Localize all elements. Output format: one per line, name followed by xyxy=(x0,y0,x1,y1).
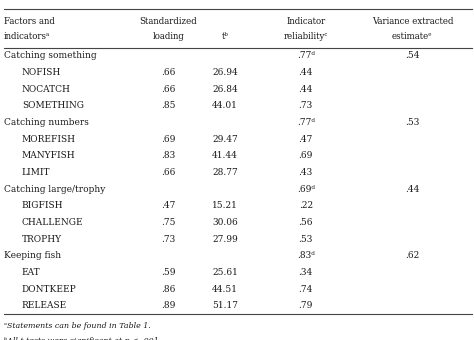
Text: loading: loading xyxy=(152,32,184,41)
Text: DONTKEEP: DONTKEEP xyxy=(22,285,77,294)
Text: .66: .66 xyxy=(161,85,175,94)
Text: .69: .69 xyxy=(299,151,313,160)
Text: Factors and: Factors and xyxy=(4,17,55,26)
Text: SOMETHING: SOMETHING xyxy=(22,101,84,110)
Text: .53: .53 xyxy=(299,235,313,244)
Text: .69ᵈ: .69ᵈ xyxy=(297,185,315,194)
Text: .43: .43 xyxy=(299,168,313,177)
Text: .44: .44 xyxy=(299,68,313,77)
Text: Standardized: Standardized xyxy=(139,17,197,26)
Text: NOCATCH: NOCATCH xyxy=(22,85,71,94)
Text: .75: .75 xyxy=(161,218,175,227)
Text: 44.51: 44.51 xyxy=(212,285,238,294)
Text: Catching large/trophy: Catching large/trophy xyxy=(4,185,105,194)
Text: .89: .89 xyxy=(161,301,175,310)
Text: MOREFISH: MOREFISH xyxy=(22,135,76,144)
Text: estimateᵉ: estimateᵉ xyxy=(392,32,433,41)
Text: 44.01: 44.01 xyxy=(212,101,238,110)
Text: MANYFISH: MANYFISH xyxy=(22,151,75,160)
Text: .44: .44 xyxy=(405,185,419,194)
Text: .47: .47 xyxy=(299,135,313,144)
Text: 51.17: 51.17 xyxy=(212,301,238,310)
Text: NOFISH: NOFISH xyxy=(22,68,61,77)
Text: 15.21: 15.21 xyxy=(212,201,238,210)
Text: .79: .79 xyxy=(299,301,313,310)
Text: .56: .56 xyxy=(299,218,313,227)
Text: .66: .66 xyxy=(161,68,175,77)
Text: indicatorsᵃ: indicatorsᵃ xyxy=(4,32,50,41)
Text: .22: .22 xyxy=(299,201,313,210)
Text: 26.84: 26.84 xyxy=(212,85,238,94)
Text: reliabilityᶜ: reliabilityᶜ xyxy=(283,32,328,41)
Text: Indicator: Indicator xyxy=(286,17,325,26)
Text: .53: .53 xyxy=(405,118,419,127)
Text: 41.44: 41.44 xyxy=(212,151,238,160)
Text: .62: .62 xyxy=(405,251,419,260)
Text: BIGFISH: BIGFISH xyxy=(22,201,64,210)
Text: .59: .59 xyxy=(161,268,175,277)
Text: 26.94: 26.94 xyxy=(212,68,238,77)
Text: .83ᵈ: .83ᵈ xyxy=(297,251,315,260)
Text: Catching something: Catching something xyxy=(4,51,96,61)
Text: tᵇ: tᵇ xyxy=(222,32,228,41)
Text: .74: .74 xyxy=(299,285,313,294)
Text: .73: .73 xyxy=(161,235,175,244)
Text: ᵃStatements can be found in Table 1.: ᵃStatements can be found in Table 1. xyxy=(4,322,151,330)
Text: RELEASE: RELEASE xyxy=(22,301,67,310)
Text: CHALLENGE: CHALLENGE xyxy=(22,218,83,227)
Text: 28.77: 28.77 xyxy=(212,168,238,177)
Text: Keeping fish: Keeping fish xyxy=(4,251,61,260)
Text: .44: .44 xyxy=(299,85,313,94)
Text: .69: .69 xyxy=(161,135,175,144)
Text: .54: .54 xyxy=(405,51,419,61)
Text: .86: .86 xyxy=(161,285,175,294)
Text: TROPHY: TROPHY xyxy=(22,235,62,244)
Text: 29.47: 29.47 xyxy=(212,135,238,144)
Text: .85: .85 xyxy=(161,101,175,110)
Text: 30.06: 30.06 xyxy=(212,218,238,227)
Text: .34: .34 xyxy=(299,268,313,277)
Text: .77ᵈ: .77ᵈ xyxy=(297,118,315,127)
Text: .47: .47 xyxy=(161,201,175,210)
Text: Variance extracted: Variance extracted xyxy=(372,17,453,26)
Text: LIMIT: LIMIT xyxy=(22,168,50,177)
Text: .83: .83 xyxy=(161,151,175,160)
Text: 27.99: 27.99 xyxy=(212,235,238,244)
Text: .73: .73 xyxy=(299,101,313,110)
Text: 25.61: 25.61 xyxy=(212,268,238,277)
Text: Catching numbers: Catching numbers xyxy=(4,118,89,127)
Text: ᵇAll t-tests were significant at p < .001.: ᵇAll t-tests were significant at p < .00… xyxy=(4,337,161,340)
Text: .77ᵈ: .77ᵈ xyxy=(297,51,315,61)
Text: .66: .66 xyxy=(161,168,175,177)
Text: EAT: EAT xyxy=(22,268,40,277)
